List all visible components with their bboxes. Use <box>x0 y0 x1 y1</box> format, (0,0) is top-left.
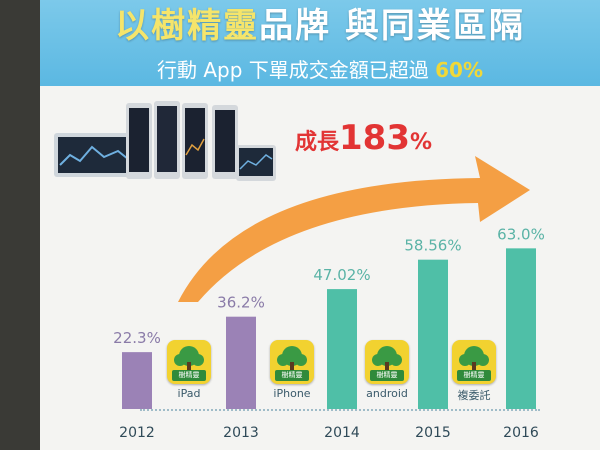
x-tick-label-2015: 2015 <box>415 425 451 441</box>
growth-label: 成長 <box>295 130 340 155</box>
icon-brand-text: 樹精靈 <box>370 370 404 381</box>
data-label-2016: 63.0% <box>497 225 545 243</box>
title-brand-text: 以樹精靈 <box>115 6 260 46</box>
presentation-slide: 以樹精靈品牌 與同業區隔 行動 App 下單成交金額已超過 60% 22.3% 3… <box>40 0 600 450</box>
chart-baseline <box>140 409 540 411</box>
x-tick-label-2012: 2012 <box>119 425 155 441</box>
bar-2012 <box>122 352 152 409</box>
data-label-2014: 47.02% <box>313 266 370 284</box>
icon-brand-text: 樹精靈 <box>172 370 206 381</box>
icon-caption-android: android <box>366 387 408 400</box>
x-tick-label-2013: 2013 <box>223 425 259 441</box>
tree-icon <box>174 346 204 371</box>
bar-2013 <box>226 316 256 409</box>
app-icon-iphone: 樹精靈 <box>270 340 314 384</box>
data-label-2012: 22.3% <box>113 329 161 347</box>
tree-icon <box>459 346 489 371</box>
slide-title: 以樹精靈品牌 與同業區隔 <box>40 0 600 47</box>
bar-2016 <box>506 248 536 409</box>
x-tick-label-2014: 2014 <box>324 425 360 441</box>
growth-annotation: 成長183% <box>295 118 432 158</box>
slide-subtitle: 行動 App 下單成交金額已超過 60% <box>40 54 600 83</box>
app-icon-sub-brokerage: 樹精靈 <box>452 340 496 384</box>
growth-value: 183 <box>339 118 410 158</box>
growth-unit: % <box>410 130 433 155</box>
data-label-2013: 36.2% <box>217 294 265 312</box>
bar-2015 <box>418 259 448 409</box>
icon-caption-sub-brokerage: 複委託 <box>457 389 491 402</box>
device-screens-image <box>54 101 276 181</box>
icon-brand-text: 樹精靈 <box>457 370 491 381</box>
growth-arrow <box>178 156 530 302</box>
app-icon-android: 樹精靈 <box>365 340 409 384</box>
tree-icon <box>277 346 307 371</box>
app-icon-ipad: 樹精靈 <box>167 340 211 384</box>
tree-icon <box>372 346 402 371</box>
title-banner: 以樹精靈品牌 與同業區隔 行動 App 下單成交金額已超過 60% <box>40 0 600 86</box>
bar-chart: 22.3% 36.2% 47.02% 58.56% 63.0% 2012 2013 2014… <box>113 156 545 441</box>
bar-2014 <box>327 289 357 409</box>
icon-brand-text: 樹精靈 <box>275 370 309 381</box>
icon-caption-iphone: iPhone <box>273 387 311 400</box>
data-label-2015: 58.56% <box>404 237 461 255</box>
subtitle-value: 60% <box>435 58 484 82</box>
x-tick-label-2016: 2016 <box>503 425 539 441</box>
title-rest-text: 品牌 與同業區隔 <box>259 6 525 46</box>
subtitle-text: 行動 App 下單成交金額已超過 <box>156 58 436 82</box>
icon-caption-ipad: iPad <box>177 387 201 400</box>
